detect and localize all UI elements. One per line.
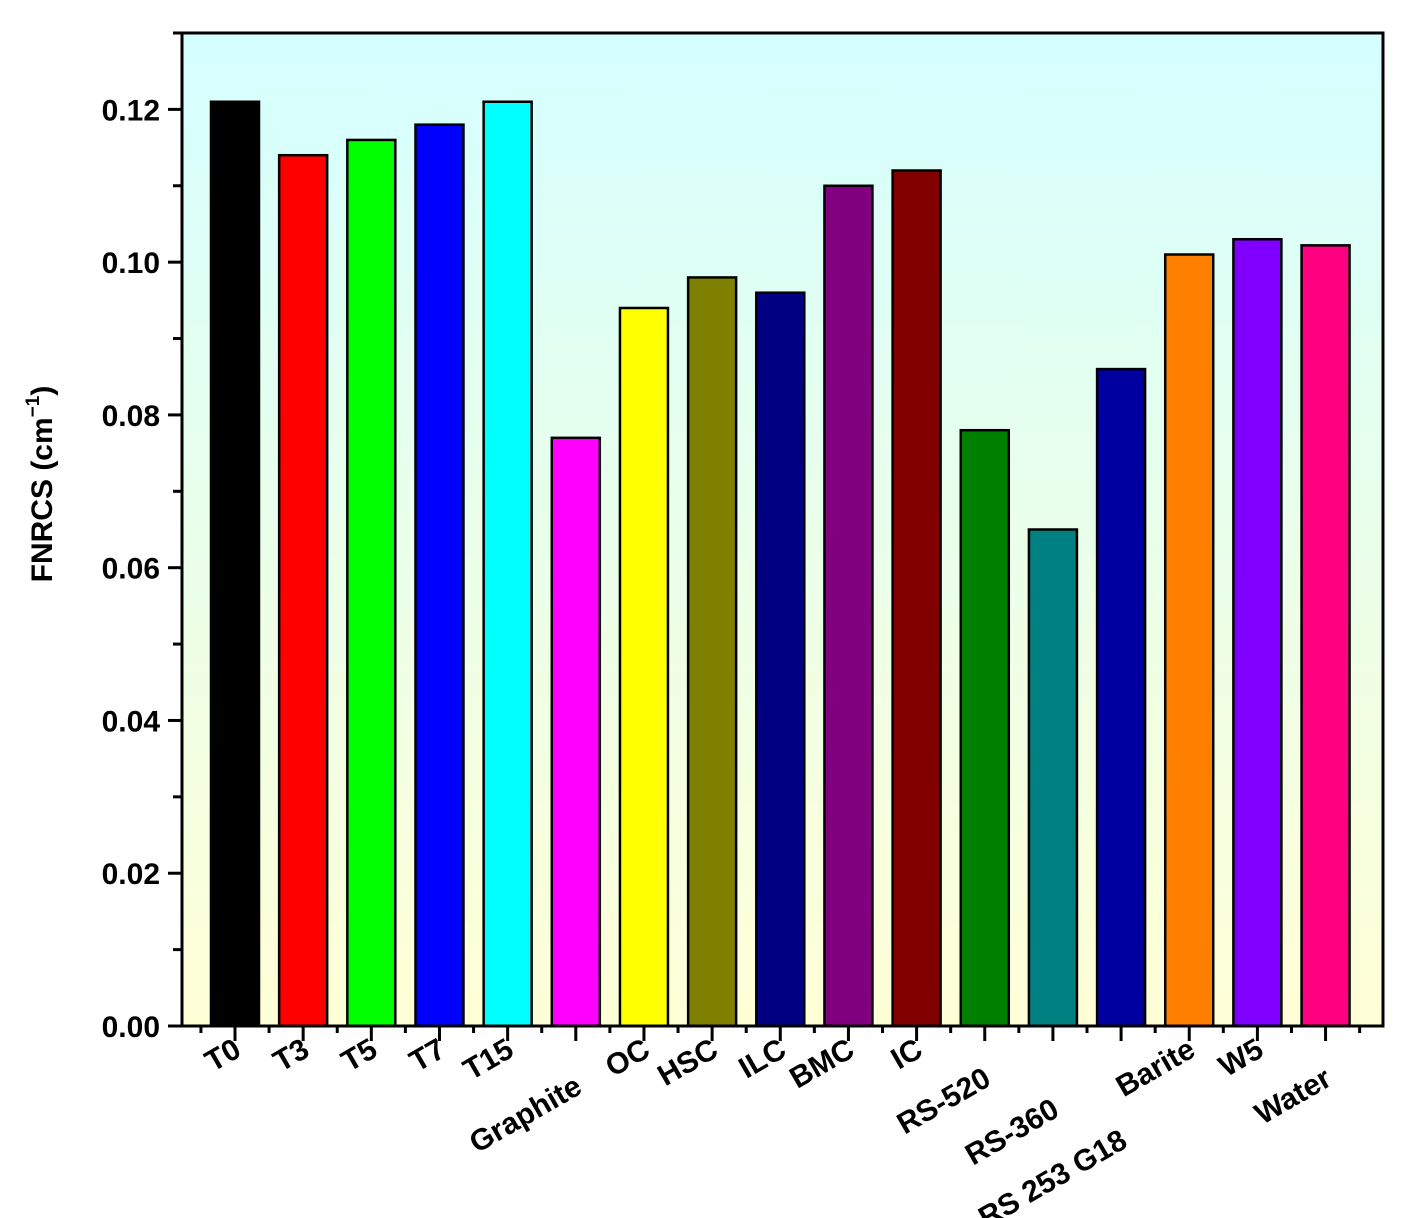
bar-water [1300, 244, 1351, 1028]
y-tick-label: 0.06 [102, 553, 160, 586]
x-tick-label: T5 [336, 1032, 383, 1078]
y-tick-label: 0.04 [102, 705, 161, 738]
bar-t7 [414, 123, 465, 1028]
x-tick-label: OC [600, 1032, 655, 1083]
y-axis-title: FNRCS (cm−1) [23, 386, 59, 583]
bar-rs-253-g18 [1095, 367, 1147, 1028]
bar-ic [891, 169, 942, 1028]
x-tick-label: RS-360 [960, 1092, 1065, 1171]
bar-w5 [1232, 237, 1283, 1028]
bars-group [209, 100, 1351, 1028]
x-tick-label: HSC [652, 1032, 723, 1092]
bar-t0 [209, 100, 261, 1028]
x-tick-label: T7 [404, 1032, 451, 1078]
x-tick-label: ILC [733, 1032, 791, 1085]
y-tick-label: 0.08 [102, 400, 160, 433]
bar-rs-520 [959, 428, 1011, 1028]
x-tick-label: T0 [200, 1032, 247, 1078]
y-tick-label: 0.10 [102, 247, 160, 280]
y-axis-title-main: FNRCS (cm [26, 417, 59, 582]
x-tick-label: IC [886, 1032, 928, 1076]
x-tick-label: RS-520 [892, 1061, 997, 1140]
y-tick-label: 0.00 [102, 1011, 160, 1044]
x-tick-label: Water [1249, 1061, 1337, 1131]
bar-graphite [550, 436, 602, 1028]
y-axis: 0.00 0.02 0.04 0.06 0.08 0.10 0.12 [102, 31, 182, 1044]
plot-frame [180, 31, 1385, 1028]
bar-ilc [755, 291, 806, 1028]
y-axis-title-sup: −1 [23, 395, 44, 417]
bar-t5 [346, 138, 397, 1028]
bar-t3 [277, 153, 329, 1028]
bar-hsc [686, 276, 738, 1028]
x-tick-label: Barite [1111, 1032, 1201, 1103]
y-axis-title-close: ) [26, 386, 59, 396]
bar-bmc [823, 184, 874, 1028]
x-tick-label: T15 [458, 1032, 519, 1086]
x-tick-label: T3 [268, 1032, 315, 1078]
y-tick-label: 0.12 [102, 94, 160, 127]
x-tick-label: W5 [1213, 1032, 1268, 1083]
y-tick-label: 0.02 [102, 858, 160, 891]
bar-rs-360 [1027, 528, 1079, 1028]
bar-t15 [482, 100, 533, 1028]
x-tick-label: Graphite [464, 1069, 587, 1159]
bar-oc [618, 306, 670, 1028]
x-tick-label: BMC [784, 1032, 860, 1095]
bar-barite [1163, 253, 1215, 1028]
